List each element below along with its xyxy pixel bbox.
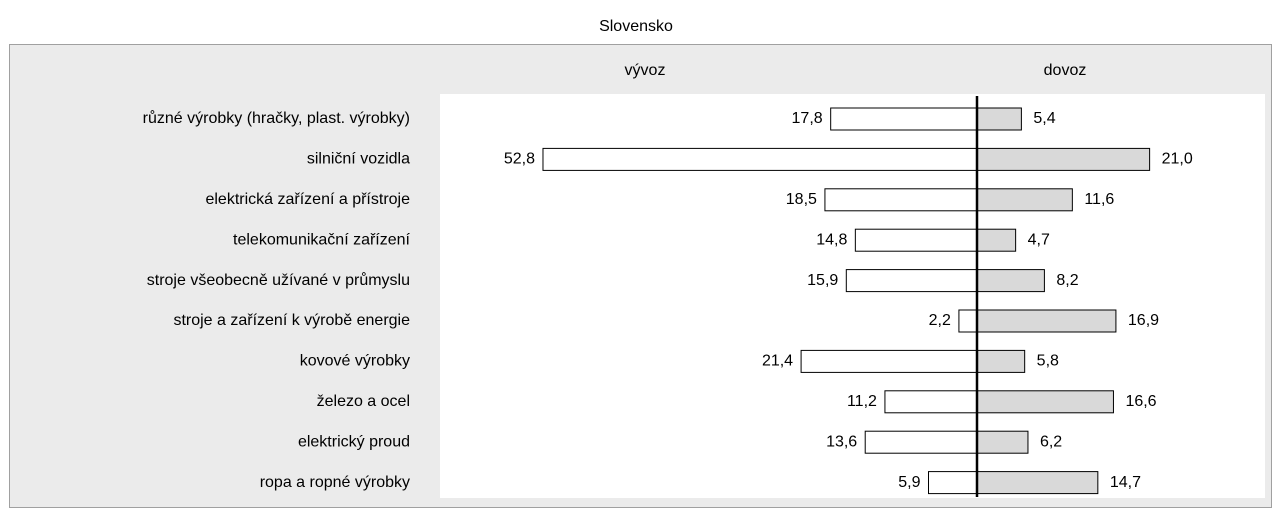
- bar: [845, 269, 978, 293]
- bar: [854, 228, 978, 252]
- bar: [976, 471, 1099, 495]
- bar: [884, 390, 978, 414]
- bar: [976, 107, 1022, 131]
- category-label: silniční vozidla: [307, 151, 410, 168]
- value-label: 21,0: [1162, 151, 1193, 168]
- value-label: 17,8: [792, 110, 823, 127]
- value-label: 4,7: [1028, 231, 1050, 248]
- category-label: elektrický proud: [298, 433, 410, 450]
- value-label: 52,8: [504, 151, 535, 168]
- series-header: vývoz: [625, 62, 666, 79]
- value-label: 16,6: [1125, 393, 1156, 410]
- bar: [976, 430, 1029, 454]
- category-label: ropa a ropné výrobky: [260, 474, 410, 491]
- value-label: 5,9: [898, 474, 920, 491]
- category-label: elektrická zařízení a přístroje: [205, 191, 410, 208]
- value-label: 15,9: [807, 272, 838, 289]
- bar: [542, 147, 978, 171]
- value-label: 14,8: [816, 231, 847, 248]
- bar: [928, 471, 978, 495]
- value-label: 21,4: [762, 353, 793, 370]
- value-label: 8,2: [1056, 272, 1078, 289]
- category-label: telekomunikační zařízení: [233, 231, 411, 248]
- category-label: železo a ocel: [317, 393, 410, 410]
- value-label: 6,2: [1040, 433, 1062, 450]
- bar: [824, 188, 978, 212]
- value-label: 18,5: [786, 191, 817, 208]
- series-header: dovoz: [1044, 62, 1087, 79]
- bar: [830, 107, 978, 131]
- bar: [958, 309, 978, 333]
- value-label: 13,6: [826, 433, 857, 450]
- value-label: 5,8: [1037, 353, 1059, 370]
- bar: [864, 430, 978, 454]
- value-label: 16,9: [1128, 312, 1159, 329]
- value-label: 14,7: [1110, 474, 1141, 491]
- category-label: stroje a zařízení k výrobě energie: [173, 312, 410, 329]
- value-label: 5,4: [1033, 110, 1055, 127]
- category-label: různé výrobky (hračky, plast. výrobky): [143, 109, 410, 127]
- value-label: 11,6: [1084, 191, 1114, 208]
- value-label: 2,2: [929, 312, 951, 329]
- bar: [976, 309, 1117, 333]
- category-label: kovové výrobky: [300, 353, 410, 370]
- bar: [976, 147, 1151, 171]
- bar: [800, 349, 978, 373]
- bar: [976, 228, 1017, 252]
- value-label: 11,2: [847, 393, 877, 410]
- category-label: stroje všeobecně užívané v průmyslu: [147, 271, 410, 289]
- bar: [976, 349, 1026, 373]
- bar: [976, 269, 1045, 293]
- bar: [976, 390, 1114, 414]
- chart-title: Slovensko: [599, 18, 673, 35]
- bar: [976, 188, 1073, 212]
